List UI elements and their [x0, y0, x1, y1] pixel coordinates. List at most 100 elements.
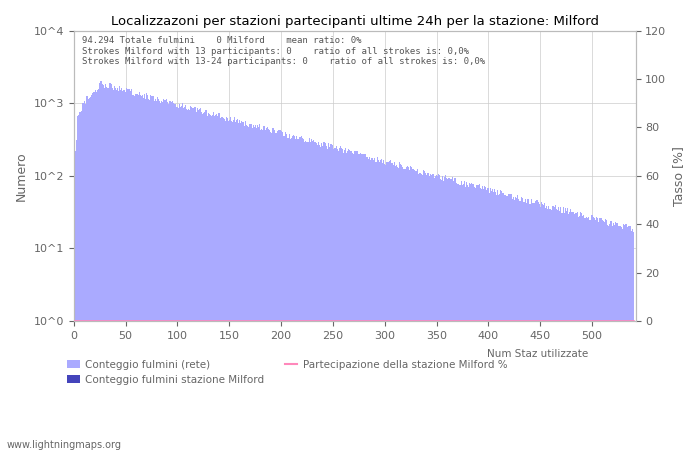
Bar: [332, 145, 333, 450]
Bar: [115, 88, 116, 450]
Bar: [592, 215, 593, 450]
Bar: [510, 194, 511, 450]
Bar: [412, 169, 413, 450]
Bar: [136, 94, 137, 450]
Bar: [542, 205, 544, 450]
Bar: [512, 199, 513, 450]
Bar: [568, 212, 570, 450]
Bar: [500, 190, 501, 450]
Bar: [397, 167, 398, 450]
Bar: [537, 200, 538, 450]
Bar: [409, 170, 410, 450]
Bar: [232, 122, 233, 450]
Bar: [491, 190, 492, 450]
Bar: [536, 200, 537, 450]
Bar: [387, 162, 388, 450]
Bar: [486, 188, 488, 450]
Bar: [514, 197, 516, 450]
Bar: [256, 128, 257, 450]
Bar: [550, 209, 551, 450]
Bar: [432, 174, 433, 450]
Bar: [99, 83, 100, 450]
Bar: [461, 181, 462, 450]
Bar: [211, 117, 212, 450]
Bar: [315, 142, 316, 450]
Bar: [600, 218, 601, 450]
Bar: [262, 130, 263, 450]
Bar: [326, 146, 327, 450]
Bar: [281, 132, 283, 450]
Bar: [240, 123, 241, 450]
Bar: [576, 213, 577, 450]
Bar: [275, 133, 276, 450]
Bar: [471, 183, 472, 450]
Bar: [567, 208, 568, 450]
Bar: [113, 86, 115, 450]
Bar: [608, 226, 609, 450]
Bar: [579, 216, 580, 450]
Bar: [233, 120, 234, 450]
Bar: [573, 212, 574, 450]
Bar: [377, 158, 378, 450]
Bar: [152, 96, 153, 450]
Bar: [190, 106, 191, 450]
Text: Num Staz utilizzate: Num Staz utilizzate: [486, 349, 588, 359]
Bar: [317, 145, 318, 450]
Bar: [490, 188, 491, 450]
Bar: [551, 210, 552, 450]
Bar: [406, 167, 407, 450]
Bar: [74, 177, 76, 450]
Bar: [405, 169, 406, 450]
Bar: [162, 102, 163, 450]
Bar: [128, 89, 130, 450]
Bar: [160, 103, 162, 450]
Bar: [220, 118, 221, 450]
Bar: [341, 148, 342, 450]
Bar: [307, 142, 309, 450]
Bar: [132, 95, 134, 450]
Bar: [118, 91, 119, 450]
Bar: [163, 99, 164, 450]
Bar: [94, 92, 95, 450]
Bar: [475, 189, 477, 450]
Bar: [178, 108, 179, 450]
Bar: [357, 151, 358, 450]
Bar: [339, 148, 340, 450]
Bar: [249, 124, 251, 450]
Bar: [548, 207, 549, 450]
Bar: [125, 92, 126, 450]
Bar: [235, 122, 236, 450]
Bar: [106, 87, 108, 450]
Bar: [467, 185, 468, 450]
Bar: [507, 196, 508, 450]
Bar: [276, 133, 277, 450]
Bar: [268, 129, 270, 450]
Bar: [208, 113, 209, 450]
Bar: [91, 95, 92, 450]
Bar: [201, 112, 202, 450]
Bar: [218, 113, 219, 450]
Bar: [464, 181, 465, 450]
Bar: [360, 153, 361, 450]
Bar: [303, 139, 304, 450]
Bar: [244, 126, 245, 450]
Bar: [460, 184, 461, 450]
Bar: [329, 147, 330, 450]
Bar: [144, 94, 145, 450]
Bar: [284, 136, 285, 450]
Bar: [603, 220, 604, 450]
Bar: [501, 191, 503, 450]
Bar: [451, 179, 452, 450]
Bar: [609, 224, 610, 450]
Bar: [469, 183, 470, 450]
Bar: [322, 146, 323, 450]
Bar: [529, 204, 531, 450]
Bar: [626, 227, 628, 450]
Bar: [375, 162, 376, 450]
Bar: [546, 206, 547, 450]
Bar: [378, 161, 379, 450]
Bar: [176, 108, 177, 450]
Bar: [374, 158, 375, 450]
Bar: [299, 136, 300, 450]
Bar: [439, 176, 440, 450]
